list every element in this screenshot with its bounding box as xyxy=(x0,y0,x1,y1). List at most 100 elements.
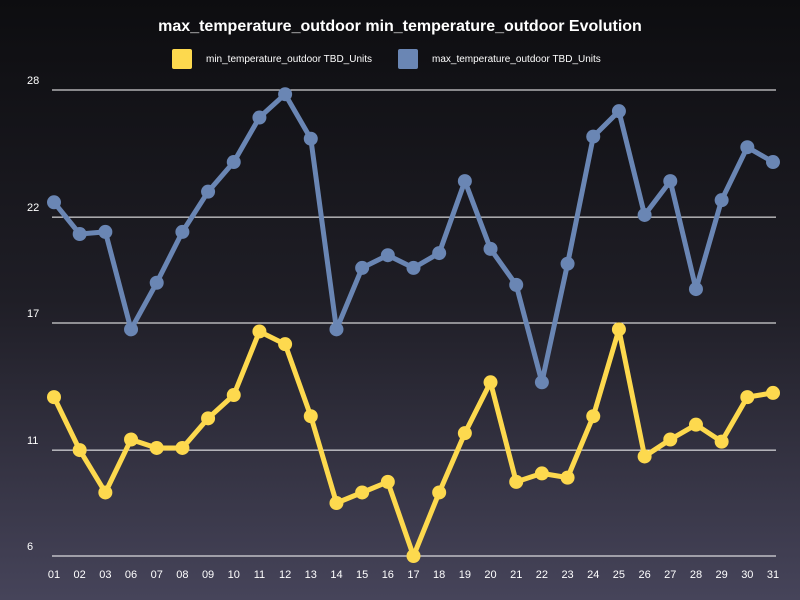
data-point[interactable] xyxy=(149,275,164,290)
x-tick-label: 08 xyxy=(176,569,188,581)
x-tick-label: 14 xyxy=(330,569,342,581)
x-tick-label: 30 xyxy=(741,569,753,581)
series-min-temperature xyxy=(47,322,780,563)
x-tick-label: 03 xyxy=(99,569,111,581)
data-point[interactable] xyxy=(252,324,267,339)
data-point[interactable] xyxy=(329,496,344,511)
data-point[interactable] xyxy=(483,375,498,390)
data-point[interactable] xyxy=(586,129,601,144)
legend-swatch-min xyxy=(172,49,192,69)
data-point[interactable] xyxy=(586,409,601,424)
x-tick-label: 25 xyxy=(613,569,625,581)
data-point[interactable] xyxy=(714,193,729,208)
grid-lines xyxy=(52,89,776,557)
legend-swatch-max xyxy=(398,49,418,69)
data-point[interactable] xyxy=(509,474,524,489)
x-tick-label: 12 xyxy=(279,569,291,581)
data-point[interactable] xyxy=(457,174,472,189)
x-tick-label: 20 xyxy=(484,569,496,581)
y-tick-label: 28 xyxy=(27,75,39,87)
legend: min_temperature_outdoor TBD_Units max_te… xyxy=(0,48,800,70)
data-point[interactable] xyxy=(72,227,87,242)
data-point[interactable] xyxy=(740,390,755,405)
data-point[interactable] xyxy=(303,131,318,146)
data-point[interactable] xyxy=(560,256,575,271)
data-point[interactable] xyxy=(714,434,729,449)
data-point[interactable] xyxy=(98,224,113,239)
x-tick-label: 18 xyxy=(433,569,445,581)
x-tick-label: 16 xyxy=(382,569,394,581)
x-tick-label: 29 xyxy=(716,569,728,581)
data-point[interactable] xyxy=(406,549,421,563)
data-point[interactable] xyxy=(303,409,318,424)
x-tick-label: 13 xyxy=(305,569,317,581)
x-tick-label: 10 xyxy=(228,569,240,581)
x-tick-label: 09 xyxy=(202,569,214,581)
series xyxy=(47,87,780,563)
chart-title: max_temperature_outdoor min_temperature_… xyxy=(158,18,642,35)
data-point[interactable] xyxy=(688,417,703,432)
data-point[interactable] xyxy=(226,155,241,170)
data-point[interactable] xyxy=(432,485,447,500)
data-point[interactable] xyxy=(201,411,216,426)
x-tick-label: 21 xyxy=(510,569,522,581)
data-point[interactable] xyxy=(252,110,267,125)
data-point[interactable] xyxy=(98,485,113,500)
data-point[interactable] xyxy=(663,174,678,189)
data-point[interactable] xyxy=(124,322,139,337)
data-point[interactable] xyxy=(175,224,190,239)
data-point[interactable] xyxy=(766,385,780,400)
x-tick-label: 24 xyxy=(587,569,599,581)
x-axis-tick-labels: 01 02 03 06 07 08 09 10 11 12 13 14 15 16 17 18 19 20 21 22… xyxy=(48,569,779,581)
data-point[interactable] xyxy=(149,440,164,455)
data-point[interactable] xyxy=(688,282,703,297)
data-point[interactable] xyxy=(47,390,61,405)
x-tick-label: 07 xyxy=(151,569,163,581)
series-max-temperature xyxy=(47,87,780,390)
data-point[interactable] xyxy=(47,195,61,210)
data-point[interactable] xyxy=(278,87,293,102)
data-point[interactable] xyxy=(611,104,626,119)
data-point[interactable] xyxy=(534,375,549,390)
x-tick-label: 06 xyxy=(125,569,137,581)
data-point[interactable] xyxy=(124,432,139,447)
data-point[interactable] xyxy=(72,443,87,458)
data-point[interactable] xyxy=(560,470,575,485)
data-point[interactable] xyxy=(355,485,370,500)
data-point[interactable] xyxy=(766,155,780,170)
data-point[interactable] xyxy=(406,260,421,275)
data-point[interactable] xyxy=(226,388,241,403)
y-tick-label: 6 xyxy=(27,541,33,553)
data-point[interactable] xyxy=(201,184,216,199)
data-point[interactable] xyxy=(175,440,190,455)
x-tick-label: 11 xyxy=(254,569,265,581)
x-tick-label: 15 xyxy=(356,569,368,581)
x-tick-label: 19 xyxy=(459,569,471,581)
data-point[interactable] xyxy=(380,474,395,489)
data-point[interactable] xyxy=(611,322,626,337)
y-tick-label: 22 xyxy=(27,202,39,214)
data-point[interactable] xyxy=(355,260,370,275)
data-point[interactable] xyxy=(380,248,395,263)
data-point[interactable] xyxy=(637,207,652,222)
data-point[interactable] xyxy=(483,241,498,256)
legend-label-max: max_temperature_outdoor TBD_Units xyxy=(432,53,601,65)
x-tick-label: 02 xyxy=(74,569,86,581)
x-tick-label: 23 xyxy=(561,569,573,581)
data-point[interactable] xyxy=(457,426,472,441)
data-point[interactable] xyxy=(534,466,549,481)
y-axis-tick-labels: 6 11 17 22 28 xyxy=(27,75,39,553)
data-point[interactable] xyxy=(329,322,344,337)
series-line xyxy=(51,91,776,385)
y-tick-label: 17 xyxy=(27,308,39,320)
legend-item-min[interactable]: min_temperature_outdoor TBD_Units xyxy=(172,48,372,70)
legend-item-max[interactable]: max_temperature_outdoor TBD_Units xyxy=(398,48,601,70)
data-point[interactable] xyxy=(509,277,524,292)
data-point[interactable] xyxy=(278,337,293,352)
data-point[interactable] xyxy=(663,432,678,447)
data-point[interactable] xyxy=(637,449,652,464)
data-point[interactable] xyxy=(740,140,755,155)
x-tick-label: 22 xyxy=(536,569,548,581)
data-point[interactable] xyxy=(432,246,447,261)
